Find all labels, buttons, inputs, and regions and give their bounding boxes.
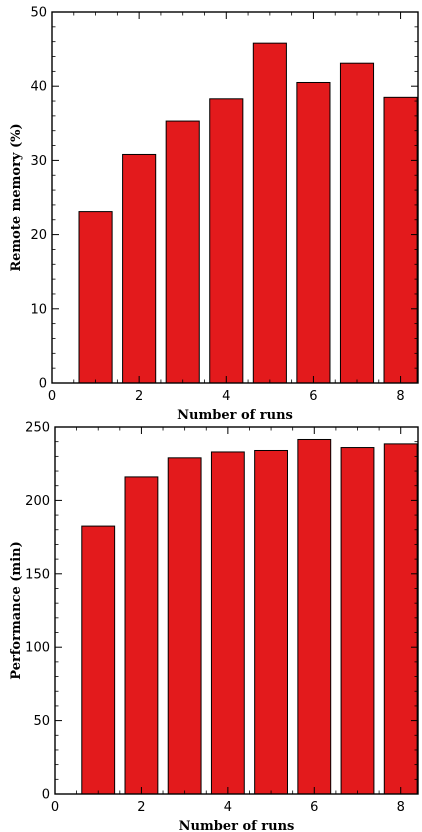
y-tick-label: 20 xyxy=(30,228,47,243)
bar-4 xyxy=(210,451,245,795)
y-axis-title: Remote memory (%) xyxy=(9,123,24,271)
x-tick-label: 4 xyxy=(224,800,232,815)
x-tick-label: 0 xyxy=(51,800,59,815)
y-tick-label: 0 xyxy=(42,788,50,803)
bar-8 xyxy=(383,443,418,795)
plot-frame xyxy=(51,11,419,384)
y-axis-title: Performance (min) xyxy=(9,541,24,679)
plot-frame xyxy=(54,426,419,795)
bar-1 xyxy=(78,211,113,384)
y-tick-label: 100 xyxy=(25,641,50,656)
bar-7 xyxy=(340,447,375,795)
bar-6 xyxy=(296,81,331,384)
y-tick-label: 50 xyxy=(30,6,47,21)
y-tick-label: 200 xyxy=(25,494,50,509)
bar-3 xyxy=(165,120,200,384)
bar-2 xyxy=(124,476,159,795)
y-tick-label: 30 xyxy=(30,154,47,169)
x-tick-label: 2 xyxy=(137,800,145,815)
x-tick-label: 6 xyxy=(309,389,317,404)
x-axis-title: Number of runs xyxy=(177,408,293,423)
bar-1 xyxy=(81,525,116,795)
x-tick-label: 4 xyxy=(222,389,230,404)
bar-6 xyxy=(297,438,332,795)
y-tick-label: 50 xyxy=(33,714,50,729)
chart-remote-memory: 0 10 20 30 40 50 0 2 4 6 8 Number of runs Remote mem… xyxy=(9,6,419,423)
bar-8 xyxy=(383,96,418,384)
chart-performance: 0 50 100 150 200 250 0 2 4 6 8 Number of runs Perfor… xyxy=(9,421,419,832)
bar-2 xyxy=(122,153,157,384)
bar-7 xyxy=(339,62,375,384)
x-tick-label: 8 xyxy=(396,389,404,404)
y-tick-label: 250 xyxy=(25,421,50,436)
bar-3 xyxy=(167,457,202,795)
x-tick-label: 0 xyxy=(48,389,56,404)
bar-5 xyxy=(252,42,287,384)
y-tick-label: 40 xyxy=(30,80,47,95)
x-tick-label: 8 xyxy=(397,800,405,815)
y-tick-label: 150 xyxy=(25,567,50,582)
y-tick-label: 0 xyxy=(39,377,47,392)
x-tick-label: 6 xyxy=(310,800,318,815)
bar-4 xyxy=(209,98,244,384)
x-axis-title: Number of runs xyxy=(179,819,295,832)
bar-5 xyxy=(254,449,288,795)
x-tick-label: 2 xyxy=(135,389,143,404)
y-tick-label: 10 xyxy=(30,302,47,317)
